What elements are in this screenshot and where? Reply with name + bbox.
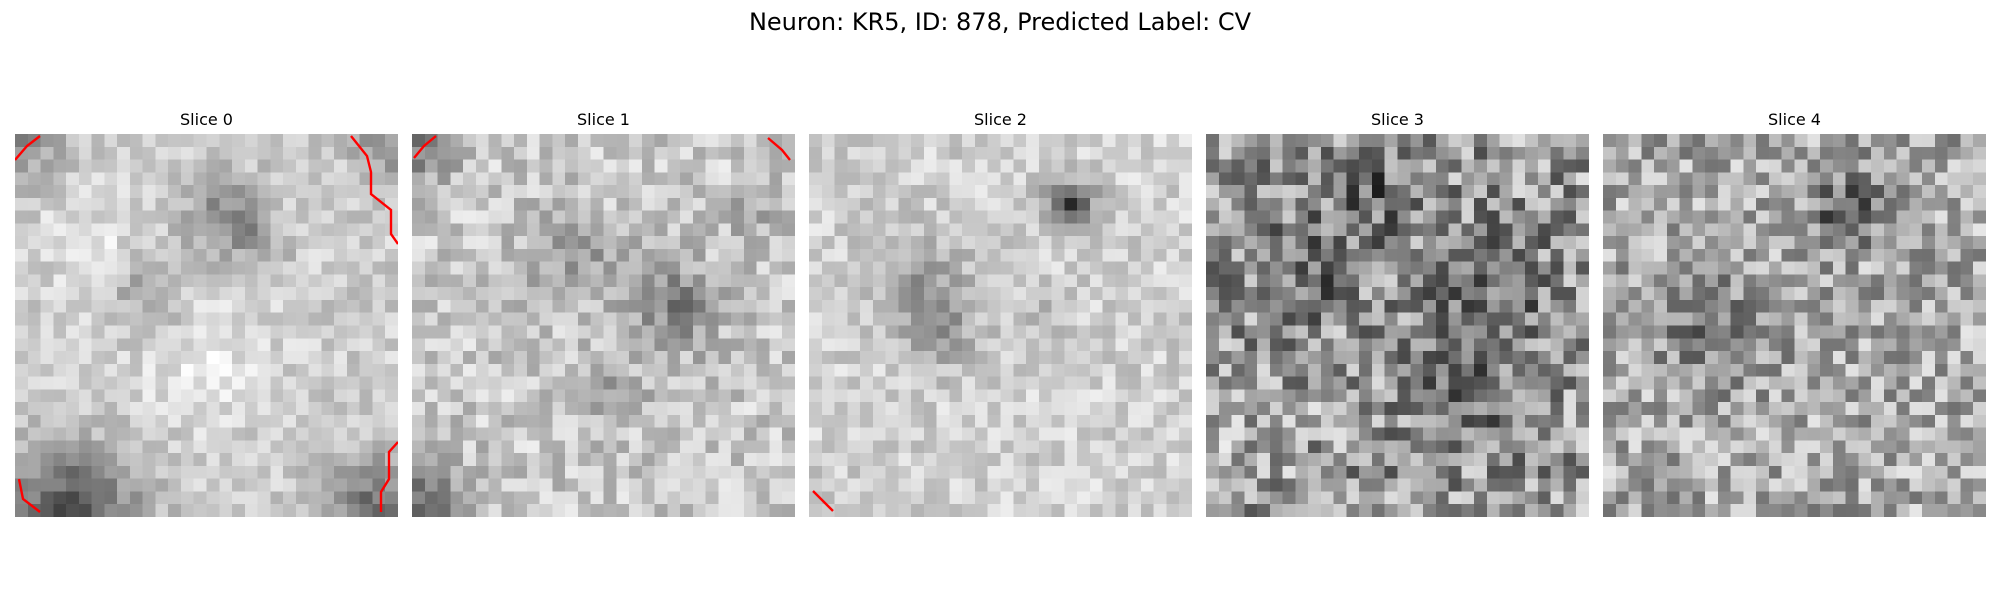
slice-0-contour-top-left (15, 135, 41, 161)
slice-0-contour-bottom-right (379, 441, 398, 512)
slice-1-contour-top-left (413, 135, 437, 159)
slice-2-contour-bottom-left (812, 490, 834, 512)
slice-0-pixels (15, 134, 398, 517)
slice-0-image (15, 134, 398, 517)
slice-2-pixels (809, 134, 1192, 517)
slice-2-title: Slice 2 (974, 110, 1027, 129)
slice-3-image (1206, 134, 1589, 517)
slice-3-pixels (1206, 134, 1589, 517)
slice-4-image (1603, 134, 1986, 517)
slice-1-pixels (412, 134, 795, 517)
figure-title: Neuron: KR5, ID: 878, Predicted Label: C… (748, 8, 1252, 36)
slice-1-image (412, 134, 795, 517)
slice-4-pixels (1603, 134, 1986, 517)
slice-4-title: Slice 4 (1768, 110, 1821, 129)
slice-3-title: Slice 3 (1371, 110, 1424, 129)
slice-0-contours (15, 135, 398, 513)
slice-1-title: Slice 1 (577, 110, 630, 129)
slice-0-contour-top-right (350, 135, 398, 245)
slice-1-contours (413, 135, 791, 161)
slice-2-contours (812, 490, 834, 512)
slice-0-title: Slice 0 (180, 110, 233, 129)
slice-1-contour-top-right (767, 137, 791, 161)
slice-0-contour-bottom-left (17, 478, 41, 513)
slice-2-image (809, 134, 1192, 517)
